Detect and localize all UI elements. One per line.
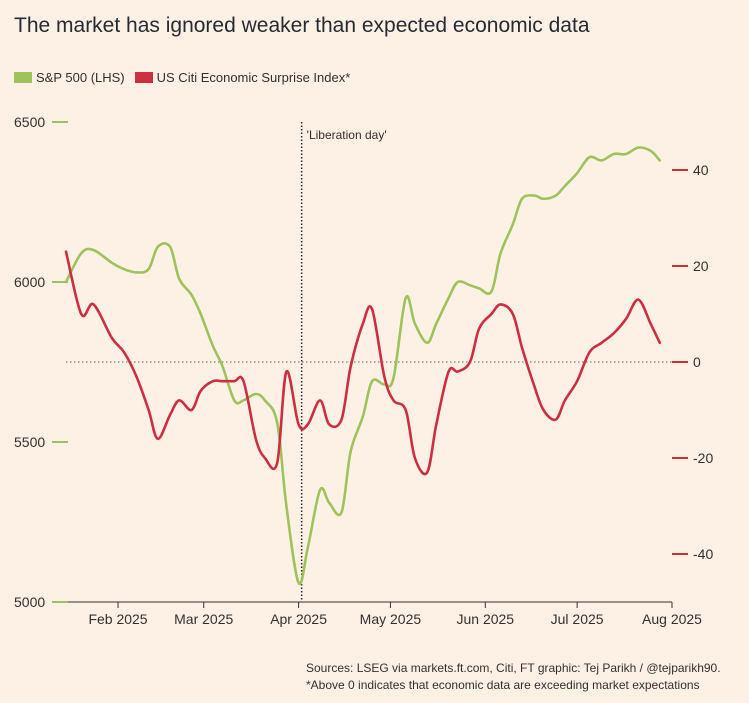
y-right-tick-label: -40 — [693, 546, 713, 562]
x-tick-label: Mar 2025 — [174, 611, 233, 627]
x-tick-label: Jun 2025 — [456, 611, 514, 627]
legend-item-citi: US Citi Economic Surprise Index* — [134, 70, 351, 85]
sources-note: Sources: LSEG via markets.ft.com, Citi, … — [306, 661, 721, 675]
citi-surprise-line — [64, 250, 662, 476]
y-left-tick-label: 6500 — [14, 114, 45, 130]
x-tick-label: Aug 2025 — [642, 611, 702, 627]
y-right-tick-label: 40 — [693, 162, 709, 178]
y-left-tick-label: 5500 — [14, 434, 45, 450]
sp500-line — [64, 146, 662, 586]
footnote: *Above 0 indicates that economic data ar… — [306, 678, 700, 692]
x-tick-label: Feb 2025 — [88, 611, 147, 627]
x-tick-label: Apr 2025 — [270, 611, 327, 627]
y-right-tick-label: 0 — [693, 354, 701, 370]
liberation-day-label: 'Liberation day' — [307, 128, 387, 142]
footer: Sources: LSEG via markets.ft.com, Citi, … — [306, 660, 721, 694]
legend-item-sp500: S&P 500 (LHS) — [14, 70, 125, 85]
y-left-tick-label: 5000 — [14, 594, 45, 610]
chart-title: The market has ignored weaker than expec… — [14, 14, 590, 37]
legend-label-citi: US Citi Economic Surprise Index* — [156, 70, 351, 85]
legend-swatch-citi — [134, 72, 153, 83]
y-right-tick-label: -20 — [693, 450, 713, 466]
legend-label-sp500: S&P 500 (LHS) — [36, 70, 125, 85]
legend: S&P 500 (LHS) US Citi Economic Surprise … — [14, 70, 360, 85]
x-tick-label: May 2025 — [360, 611, 422, 627]
y-left-tick-label: 6000 — [14, 274, 45, 290]
y-right-tick-label: 20 — [693, 258, 709, 274]
x-tick-label: Jul 2025 — [551, 611, 604, 627]
legend-swatch-sp500 — [14, 72, 32, 83]
